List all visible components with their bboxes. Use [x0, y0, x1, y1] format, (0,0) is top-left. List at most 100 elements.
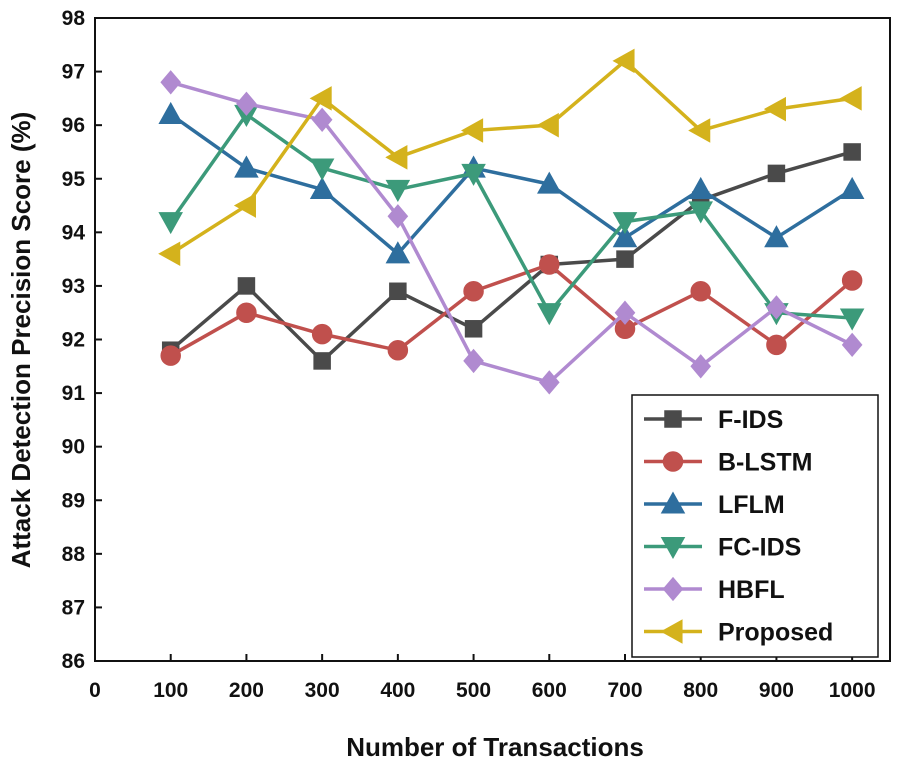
data-point-f-ids [843, 143, 861, 161]
data-point-hbfl [463, 348, 484, 374]
y-tick-label: 88 [62, 543, 86, 566]
y-tick-label: 92 [62, 329, 85, 352]
data-point-hbfl [236, 91, 257, 116]
series-b-lstm [160, 254, 863, 366]
data-point-lflm [158, 101, 183, 124]
y-tick-label: 86 [62, 650, 85, 673]
data-point-lflm [839, 176, 865, 200]
data-point-lflm [537, 171, 562, 194]
data-point-lflm [309, 176, 335, 200]
legend-label: LFLM [718, 491, 785, 519]
x-tick-label: 400 [380, 679, 415, 702]
y-tick-label: 93 [62, 275, 85, 298]
data-point-fc-ids [158, 212, 183, 235]
data-point-f-ids [237, 277, 256, 295]
y-tick-label: 87 [62, 596, 85, 619]
data-point-hbfl [614, 300, 636, 325]
legend-label: FC-IDS [718, 534, 801, 562]
data-point-proposed [839, 86, 862, 111]
data-point-b-lstm [160, 345, 181, 366]
y-tick-label: 97 [62, 61, 85, 84]
data-point-b-lstm [539, 254, 560, 275]
data-point-proposed [385, 145, 408, 170]
data-point-fc-ids [309, 158, 335, 181]
y-tick-label: 91 [62, 382, 86, 405]
x-tick-label: 900 [759, 679, 794, 702]
legend-item-f-ids: F-IDS [644, 406, 783, 434]
x-tick-label: 700 [607, 679, 642, 702]
y-tick-label: 90 [62, 436, 85, 459]
series-proposed [158, 48, 862, 267]
data-point-hbfl [538, 370, 560, 395]
y-tick-label: 95 [62, 168, 86, 191]
data-point-proposed [612, 48, 635, 74]
series-line-b-lstm [169, 262, 854, 358]
data-point-hbfl [311, 107, 333, 132]
series-line-hbfl [170, 80, 853, 385]
y-tick-label: 94 [62, 221, 86, 244]
data-point-fc-ids [839, 308, 865, 331]
y-tick-label: 98 [62, 7, 86, 30]
series-line-lflm [169, 113, 854, 256]
axes: 86 87 88 89 90 91 92 93 94 95 96 97 98 0 100 200 300 400 5… [62, 7, 891, 702]
legend-item-lflm: LFLM [644, 491, 785, 519]
data-point-b-lstm [463, 281, 484, 302]
x-tick-label: 1000 [829, 679, 876, 702]
data-point-hbfl [841, 332, 863, 358]
data-point-f-ids [616, 250, 634, 268]
x-tick-label: 300 [305, 679, 340, 702]
data-point-lflm [688, 176, 713, 200]
legend-marker [660, 491, 686, 514]
x-tick-label: 500 [456, 679, 491, 702]
data-point-hbfl [160, 70, 182, 95]
data-point-b-lstm [311, 323, 333, 345]
y-tick-label: 96 [62, 114, 85, 137]
legend-label: Proposed [718, 619, 833, 647]
data-point-fc-ids [688, 201, 713, 224]
legend-label: F-IDS [718, 406, 783, 434]
legend-item-hbfl: HBFL [644, 576, 785, 604]
legend-box [631, 394, 879, 658]
x-axis-title: Number of Transactions [346, 732, 644, 762]
data-point-b-lstm [236, 302, 257, 323]
legend-label: B-LSTM [718, 449, 812, 477]
legend-marker [662, 451, 684, 472]
data-point-b-lstm [841, 270, 863, 291]
data-point-fc-ids [537, 303, 562, 326]
legend-marker [660, 619, 683, 644]
data-point-b-lstm [766, 334, 787, 356]
data-point-lflm [234, 155, 259, 178]
data-point-f-ids [313, 352, 331, 370]
legend-marker [660, 536, 686, 560]
data-point-fc-ids [385, 179, 411, 203]
data-point-f-ids [767, 164, 786, 183]
data-point-proposed [233, 193, 256, 218]
data-point-proposed [158, 241, 181, 267]
data-point-fc-ids [461, 163, 486, 186]
data-point-lflm [385, 241, 411, 264]
legend-label: HBFL [718, 576, 785, 604]
data-point-fc-ids [612, 212, 638, 235]
legend-item-proposed: Proposed [644, 619, 833, 647]
y-tick-label: 89 [62, 489, 85, 512]
x-tick-label: 200 [229, 679, 264, 702]
x-tick-label: 0 [89, 679, 101, 702]
data-point-b-lstm [690, 281, 711, 302]
data-point-b-lstm [387, 339, 409, 361]
legend-marker [662, 576, 684, 602]
data-point-proposed [688, 118, 711, 143]
data-point-lflm [612, 225, 638, 248]
series-lines [158, 48, 865, 395]
legend: F-IDS B-LSTM LFLM FC-IDS HBFL Proposed [631, 394, 879, 658]
series-hbfl [160, 70, 863, 395]
y-axis-title: Attack Detection Precision Score (%) [6, 112, 36, 569]
legend-item-b-lstm: B-LSTM [644, 449, 812, 477]
x-tick-label: 600 [532, 679, 567, 702]
x-tick-label: 100 [153, 679, 188, 702]
legend-item-fc-ids: FC-IDS [644, 534, 801, 562]
data-point-proposed [461, 118, 484, 143]
data-point-hbfl [766, 295, 787, 320]
data-point-proposed [763, 96, 786, 122]
